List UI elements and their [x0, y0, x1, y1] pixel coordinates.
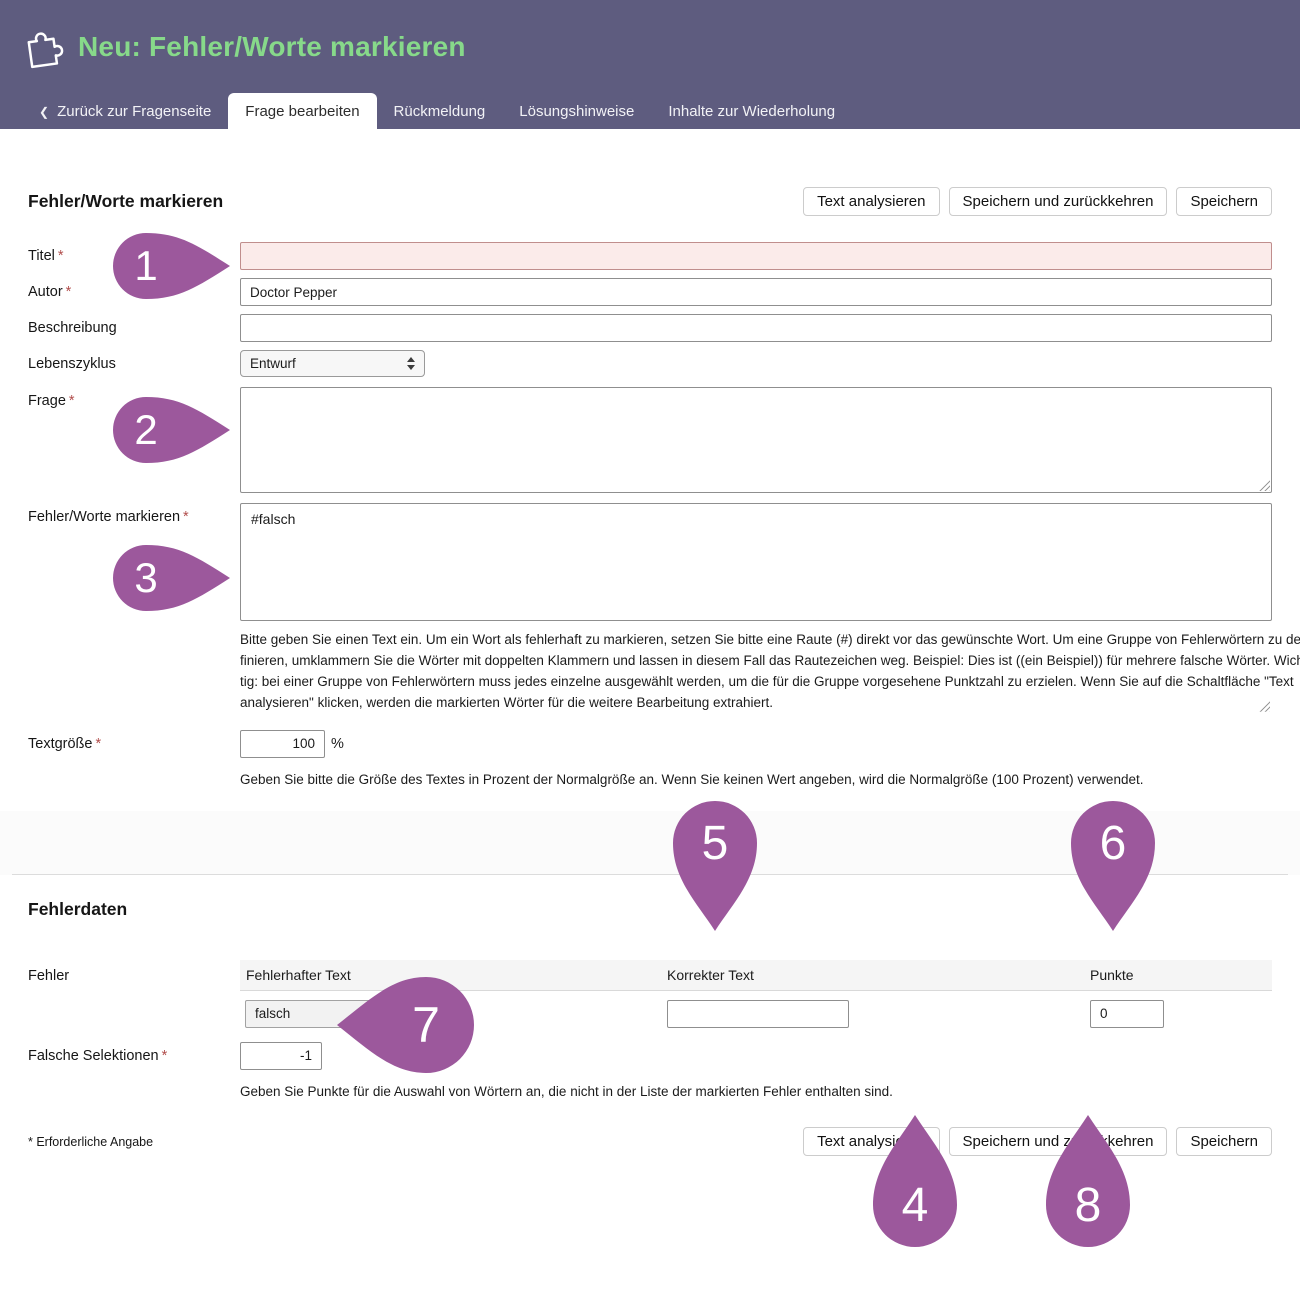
- beschreibung-label: Beschreibung: [28, 320, 117, 336]
- chevron-left-icon: ❮: [39, 105, 50, 119]
- back-to-question-page-link[interactable]: ❮ Zurück zur Fragenseite: [22, 93, 228, 129]
- fehler-worte-textarea[interactable]: #falsch: [240, 503, 1272, 621]
- tab-label: Rückmeldung: [393, 102, 486, 120]
- lebenszyklus-label: Lebenszyklus: [28, 356, 116, 372]
- masthead: Neu: Fehler/Worte markieren: [0, 0, 1300, 93]
- puzzle-icon: [20, 24, 66, 70]
- analyze-text-button-bottom[interactable]: Text analysieren: [803, 1126, 940, 1156]
- fehler-worte-help: Bitte geben Sie einen Text ein. Um ein W…: [240, 632, 1300, 710]
- fehler-worte-label: Fehler/Worte markieren *: [28, 509, 189, 525]
- korrekter-text-input[interactable]: [667, 999, 849, 1028]
- save-and-return-button[interactable]: Speichern und zurückkehren: [948, 187, 1168, 216]
- lebenszyklus-select[interactable]: Entwurf: [240, 350, 425, 377]
- save-and-return-button-bottom[interactable]: Speichern und zurückkehren: [948, 1126, 1168, 1156]
- column-header-korrekter-text: Korrekter Text: [667, 966, 754, 983]
- section-separator: [0, 810, 1300, 875]
- fehlerhafter-text-input[interactable]: [245, 999, 427, 1028]
- falsche-selektionen-input[interactable]: [240, 1041, 322, 1070]
- tab-loesungshinweise[interactable]: Lösungshinweise: [502, 93, 651, 129]
- main-content: Fehler/Worte markieren Text analysieren …: [0, 187, 1300, 1156]
- marker-number: 8: [1074, 1178, 1102, 1232]
- select-arrows-icon: [407, 357, 416, 372]
- form-section-title: Fehler/Worte markieren: [28, 191, 224, 211]
- textgroesse-label: Textgröße *: [28, 735, 102, 752]
- frage-label: Frage *: [28, 393, 75, 409]
- save-button[interactable]: Speichern: [1176, 187, 1272, 216]
- tab-bar: ❮ Zurück zur Fragenseite Frage bearbeite…: [0, 93, 1300, 129]
- column-header-punkte: Punkte: [1090, 966, 1134, 983]
- fehler-table-row: [240, 999, 1272, 1028]
- tab-rueckmeldung[interactable]: Rückmeldung: [377, 93, 503, 129]
- falsche-selektionen-help: Geben Sie Punkte für die Auswahl von Wör…: [240, 1083, 893, 1099]
- required-asterisk: *: [95, 735, 102, 752]
- textgroesse-help: Geben Sie bitte die Größe des Textes in …: [240, 771, 1144, 787]
- tab-label: Frage bearbeiten: [245, 102, 360, 120]
- tab-label: Inhalte zur Wiederholung: [668, 102, 836, 120]
- punkte-input[interactable]: [1090, 999, 1164, 1028]
- fehler-table-header: Fehlerhafter Text Korrekter Text Punkte: [240, 959, 1272, 991]
- page-title: Neu: Fehler/Worte markieren: [78, 30, 466, 62]
- lebenszyklus-selected-value: Entwurf: [250, 356, 296, 371]
- textgroesse-input[interactable]: [240, 729, 325, 758]
- autor-input[interactable]: [240, 278, 1272, 306]
- bottom-button-row: Text analysieren Speichern und zurückkeh…: [803, 1126, 1272, 1156]
- tab-inhalte-zur-wiederholung[interactable]: Inhalte zur Wiederholung: [651, 93, 852, 129]
- marker-number: 4: [901, 1178, 929, 1232]
- tab-frage-bearbeiten[interactable]: Frage bearbeiten: [228, 93, 377, 129]
- required-asterisk: *: [57, 248, 64, 264]
- required-asterisk: *: [65, 284, 72, 300]
- tab-label: Lösungshinweise: [519, 102, 635, 120]
- save-button-bottom[interactable]: Speichern: [1176, 1126, 1272, 1156]
- required-asterisk: *: [68, 393, 75, 409]
- frage-textarea[interactable]: [240, 387, 1272, 493]
- column-header-fehlerhafter-text: Fehlerhafter Text: [246, 966, 351, 983]
- percent-unit: %: [331, 735, 344, 752]
- required-note: * Erforderliche Angabe: [28, 1134, 154, 1149]
- falsche-selektionen-label: Falsche Selektionen *: [28, 1047, 168, 1064]
- fehlerdaten-section-title: Fehlerdaten: [28, 898, 128, 919]
- fehler-label: Fehler: [28, 967, 70, 984]
- back-link-label: Zurück zur Fragenseite: [57, 102, 212, 120]
- autor-label: Autor *: [28, 284, 72, 300]
- beschreibung-input[interactable]: [240, 314, 1272, 342]
- analyze-text-button[interactable]: Text analysieren: [803, 187, 940, 216]
- top-button-row: Text analysieren Speichern und zurückkeh…: [803, 187, 1272, 216]
- required-asterisk: *: [183, 509, 189, 525]
- titel-input[interactable]: [240, 242, 1272, 270]
- required-asterisk: *: [161, 1047, 168, 1064]
- titel-label: Titel *: [28, 248, 64, 264]
